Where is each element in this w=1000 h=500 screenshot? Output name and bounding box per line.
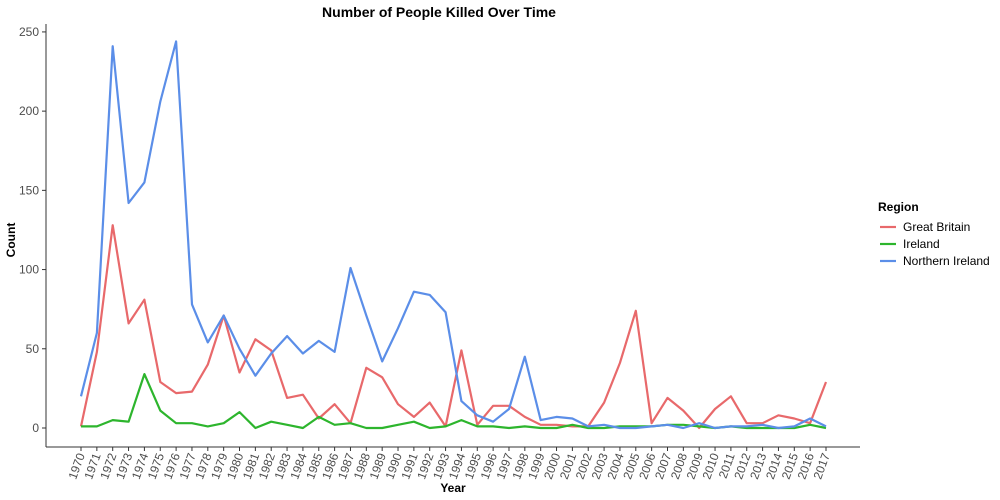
- y-tick-label: 250: [19, 25, 39, 39]
- legend-label: Northern Ireland: [903, 254, 990, 268]
- legend-label: Great Britain: [903, 220, 970, 234]
- y-axis-title: Count: [4, 223, 18, 258]
- series-line-great-britain: [79, 224, 828, 430]
- x-axis-ticks: 1970197119721973197419751976197719781979…: [66, 447, 833, 481]
- series-line-ireland: [81, 373, 827, 430]
- legend-label: Ireland: [903, 237, 940, 251]
- series-lines: [79, 40, 828, 430]
- y-tick-label: 200: [19, 104, 39, 118]
- chart-title: Number of People Killed Over Time: [322, 4, 556, 20]
- legend: Region Great Britain Ireland Northern Irel…: [878, 200, 990, 268]
- y-tick-label: 0: [32, 421, 39, 435]
- y-tick-label: 50: [26, 342, 40, 356]
- y-tick-label: 150: [19, 183, 39, 197]
- y-tick-label: 100: [19, 263, 39, 277]
- legend-title: Region: [878, 200, 919, 214]
- y-axis-ticks: 0 50 100 150 200 250: [19, 25, 46, 435]
- x-axis-title: Year: [440, 481, 466, 495]
- series-line-northern-ireland: [79, 40, 827, 430]
